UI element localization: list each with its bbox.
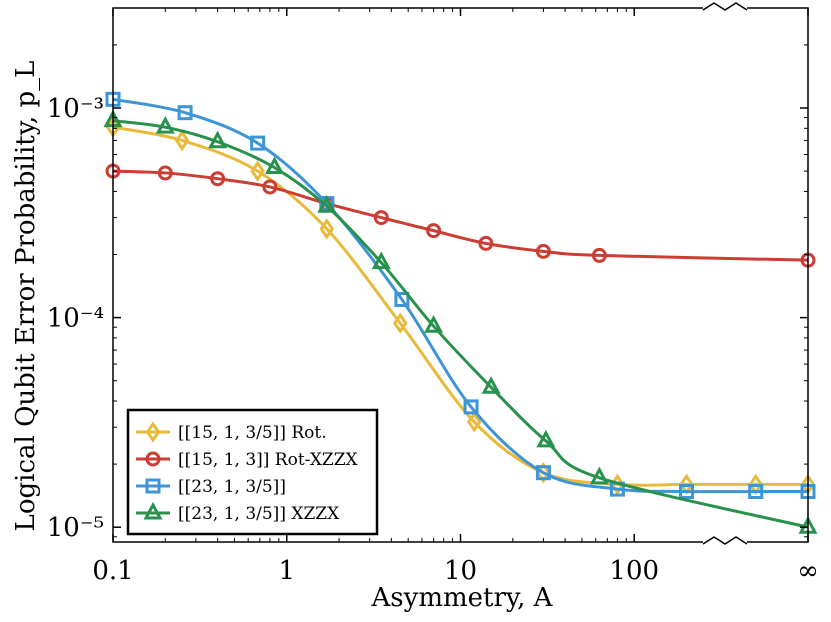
series-2-point-8 bbox=[478, 235, 494, 251]
series-3-point-7 bbox=[535, 465, 551, 481]
series-2-point-6 bbox=[373, 210, 389, 226]
y-axis-label: Logical Qubit Error Probability, p_L bbox=[11, 61, 41, 532]
legend-label: [[23, 1, 3/5]] bbox=[178, 477, 286, 497]
series-3-point-5 bbox=[394, 292, 410, 308]
x-tick-label: 0.1 bbox=[92, 556, 133, 586]
series-1-point-3 bbox=[250, 160, 265, 182]
x-tick-label: 1 bbox=[278, 556, 295, 586]
x-axis-label: Asymmetry, A bbox=[371, 583, 554, 613]
plot-area bbox=[103, 91, 818, 534]
axis-break-bottom bbox=[702, 536, 748, 545]
legend: [[15, 1, 3/5]] Rot. [[15, 1, 3]] Rot-XZZX… bbox=[126, 408, 379, 536]
series-1-point-2 bbox=[174, 129, 190, 152]
series-4-point-4 bbox=[264, 156, 284, 175]
series-1-point-6 bbox=[466, 411, 482, 433]
series-4-point-9 bbox=[536, 429, 556, 448]
series-2-point-10 bbox=[591, 247, 607, 263]
series-4-point-7 bbox=[424, 315, 444, 333]
legend-label: [[15, 1, 3]] Rot-XZZX bbox=[178, 450, 359, 470]
axis-break-top bbox=[702, 2, 748, 11]
x-tick-label: ∞ bbox=[797, 556, 819, 586]
series-3-point-6 bbox=[463, 399, 479, 415]
y-tick-label: 10⁻⁵ bbox=[47, 513, 104, 543]
legend-swatch-marker bbox=[145, 421, 161, 443]
series-2-point-9 bbox=[535, 243, 551, 259]
series-2-point-7 bbox=[426, 223, 442, 239]
series-2-point-4 bbox=[262, 179, 278, 195]
legend-item: [[15, 1, 3/5]] Rot. bbox=[136, 421, 327, 443]
series-3-point-3 bbox=[250, 135, 266, 151]
series-4-point-10 bbox=[589, 466, 609, 485]
series-2-point-2 bbox=[157, 165, 173, 181]
y-tick-label: 10⁻⁴ bbox=[47, 304, 104, 334]
series-4-point-3 bbox=[208, 130, 228, 149]
x-tick-label: 100 bbox=[609, 556, 659, 586]
series-4-point-2 bbox=[155, 116, 175, 134]
series-2-point-3 bbox=[210, 171, 226, 187]
series-4-point-5 bbox=[317, 195, 337, 213]
legend-item: [[15, 1, 3]] Rot-XZZX bbox=[136, 450, 359, 470]
x-tick-label: 10 bbox=[444, 556, 477, 586]
series-3-point-10 bbox=[748, 484, 764, 500]
legend-label: [[15, 1, 3/5]] Rot. bbox=[178, 423, 327, 443]
legend-swatch-marker bbox=[145, 451, 161, 467]
series-3-point-2 bbox=[177, 105, 193, 121]
series-3-line bbox=[112, 97, 808, 494]
series-4-line bbox=[112, 119, 809, 529]
legend-item: [[23, 1, 3/5]] bbox=[136, 477, 286, 497]
series-1-point-5 bbox=[392, 312, 408, 334]
series-1-point-4 bbox=[319, 218, 335, 240]
series-4-point-6 bbox=[371, 251, 391, 270]
series-4-point-8 bbox=[481, 376, 501, 394]
series-2 bbox=[105, 163, 816, 268]
y-tick-label: 10⁻³ bbox=[47, 94, 104, 124]
legend-label: [[23, 1, 3/5]] XZZX bbox=[178, 504, 340, 524]
legend-swatch-marker bbox=[145, 478, 161, 494]
series-3-point-9 bbox=[679, 484, 695, 500]
axes: 0.1 1 10 100 ∞ 10⁻⁵ 10⁻⁴ 10⁻³ bbox=[47, 2, 819, 586]
legend-item: [[23, 1, 3/5]] XZZX bbox=[136, 501, 340, 524]
legend-swatch-marker bbox=[143, 501, 163, 520]
